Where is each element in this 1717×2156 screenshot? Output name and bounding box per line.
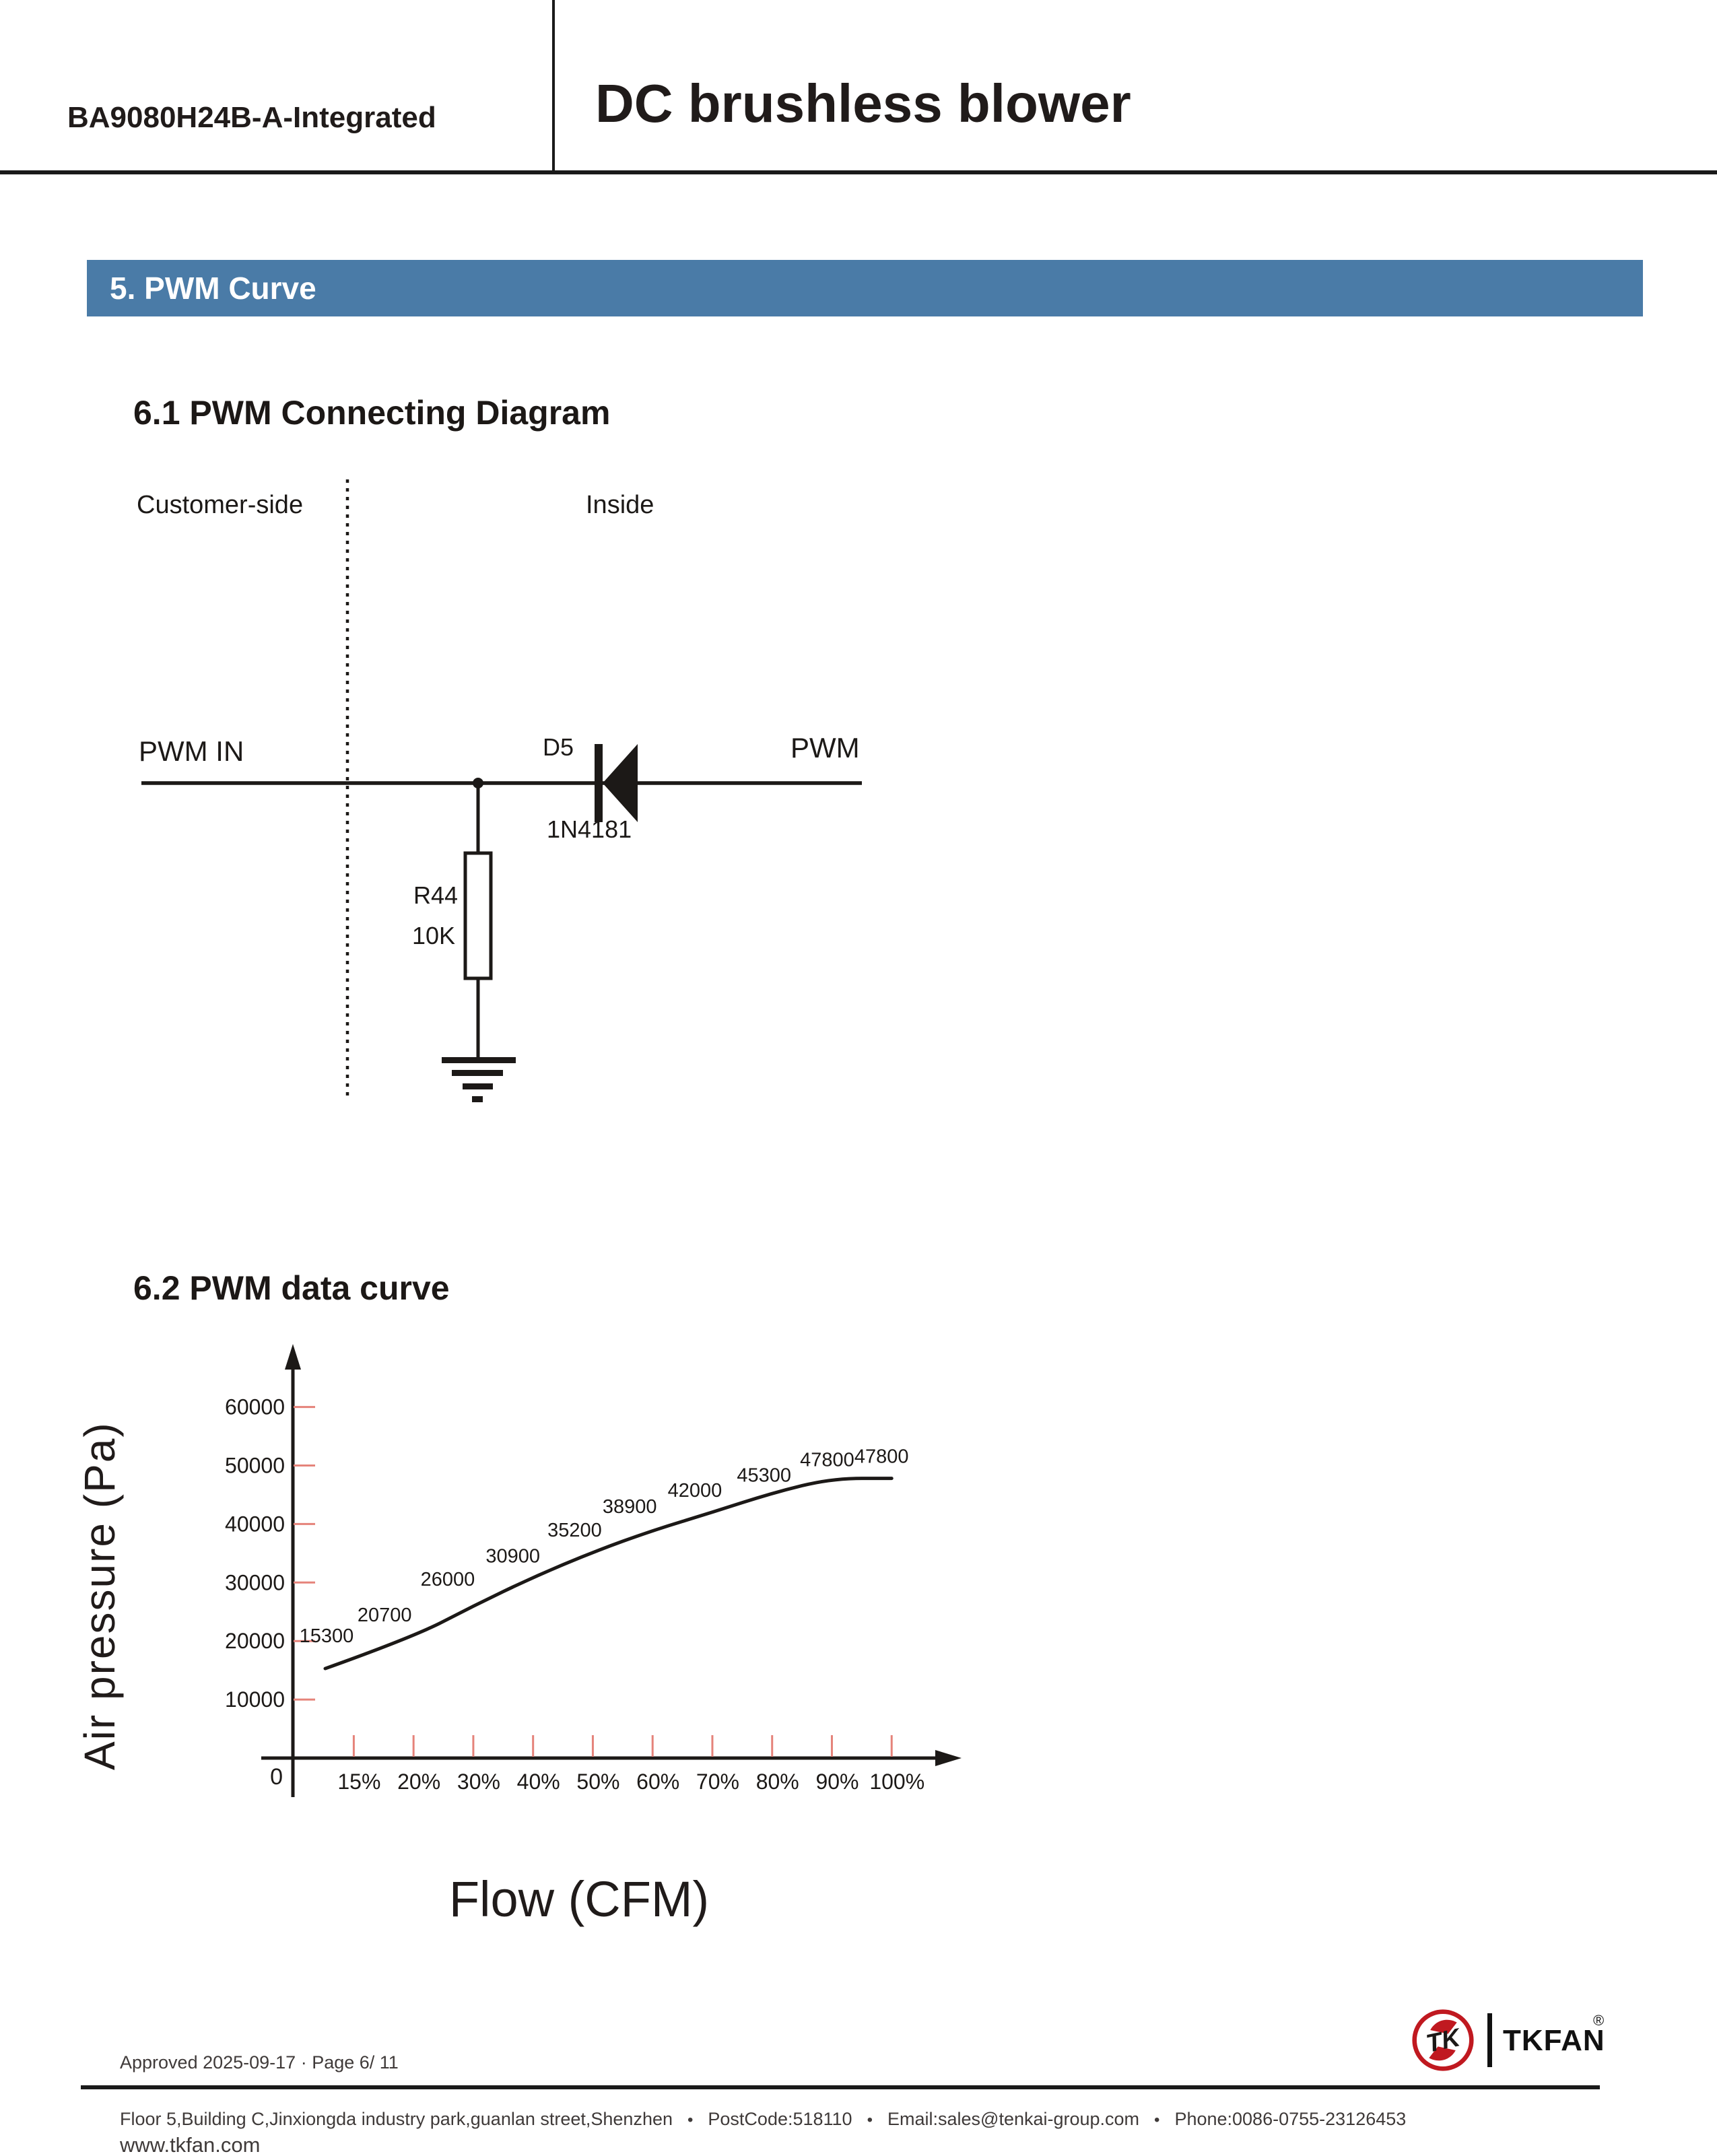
- resistor-value-label: 10K: [412, 922, 455, 949]
- bullet-separator: •: [687, 2111, 694, 2129]
- section-header-bar: 5. PWM Curve: [87, 260, 1643, 316]
- ground-bar-1: [442, 1057, 516, 1063]
- postcode: PostCode:518110: [708, 2109, 852, 2129]
- pwm-data-curve-chart: 10000 20000 30000 40000 50000 60000 0 15% 20% 30%…: [225, 1344, 962, 1797]
- ground-bar-3: [463, 1083, 493, 1089]
- data-point-label: 26000: [421, 1569, 475, 1590]
- bullet-separator: •: [867, 2111, 873, 2129]
- diode-triangle: [603, 744, 638, 822]
- x-tick-label: 40%: [517, 1770, 560, 1794]
- x-tick-label: 100%: [869, 1770, 924, 1794]
- x-tick-label: 80%: [756, 1770, 799, 1794]
- logo-fan-blades: [1429, 2019, 1457, 2061]
- y-tick-label: 40000: [225, 1512, 285, 1536]
- x-tick-label: 60%: [636, 1770, 679, 1794]
- diode-symbol: [595, 744, 638, 822]
- data-point-label: 38900: [603, 1496, 657, 1518]
- data-point-label: 47800: [800, 1450, 854, 1471]
- website-link[interactable]: www.tkfan.com: [120, 2133, 261, 2156]
- footer-rule: [81, 2085, 1600, 2089]
- ground-bar-2: [452, 1070, 503, 1076]
- x-tick-label: 20%: [397, 1770, 440, 1794]
- diode-cathode-bar: [595, 744, 603, 822]
- tkfan-logo-emblem: TK: [1412, 2009, 1474, 2071]
- data-point-label: 20700: [358, 1605, 412, 1626]
- x-tick-label: 30%: [457, 1770, 500, 1794]
- y-tick-label: 20000: [225, 1629, 285, 1653]
- pwm-in-label: PWM IN: [139, 735, 244, 767]
- company-contact-line: Floor 5,Building C,Jinxiongda industry p…: [120, 2109, 1406, 2130]
- registered-trademark-symbol: ®: [1593, 2012, 1605, 2029]
- x-axis-arrow: [935, 1750, 962, 1766]
- resistor-body: [463, 851, 493, 980]
- company-address: Floor 5,Building C,Jinxiongda industry p…: [120, 2109, 673, 2129]
- ground-bar-4: [472, 1096, 483, 1102]
- diode-ref-label: D5: [543, 733, 574, 761]
- inside-label: Inside: [586, 491, 654, 519]
- approved-page-info: Approved 2025-09-17 · Page 6/ 11: [120, 2052, 399, 2073]
- x-tick-label: 90%: [815, 1770, 858, 1794]
- chart-generated-content: 10000 20000 30000 40000 50000 60000 0 15% 20% 30%…: [225, 1395, 924, 1794]
- data-point-label: 47800: [854, 1446, 909, 1468]
- section-title: 5. PWM Curve: [110, 271, 316, 306]
- pwm-connecting-diagram: Customer-side Inside D5 1N4181 R44 10K P…: [137, 479, 862, 1102]
- x-axis-title: Flow (CFM): [448, 1871, 710, 1927]
- origin-label: 0: [270, 1764, 283, 1790]
- y-tick-label: 50000: [225, 1454, 285, 1478]
- resistor-ref-label: R44: [413, 881, 458, 909]
- header-divider: [552, 0, 555, 172]
- x-tick-label: 70%: [696, 1770, 739, 1794]
- diode-part-label: 1N4181: [547, 815, 632, 843]
- logo-ring: [1412, 2009, 1474, 2071]
- brand-name: TKFAN: [1503, 2024, 1605, 2057]
- ground-symbol: [442, 1057, 516, 1102]
- customer-side-label: Customer-side: [137, 491, 303, 519]
- page-title: DC brushless blower: [595, 73, 1131, 133]
- data-point-label: 15300: [300, 1625, 354, 1647]
- y-tick-label: 60000: [225, 1395, 285, 1419]
- x-tick-label: 50%: [576, 1770, 619, 1794]
- data-point-label: 35200: [547, 1520, 602, 1541]
- data-point-label: 45300: [737, 1464, 791, 1486]
- y-tick-label: 30000: [225, 1570, 285, 1594]
- y-axis-arrow: [285, 1344, 301, 1370]
- phone: Phone:0086-0755-23126453: [1174, 2109, 1407, 2129]
- data-point-label: 30900: [485, 1545, 540, 1567]
- y-tick-label: 10000: [225, 1687, 285, 1712]
- email[interactable]: Email:sales@tenkai-group.com: [887, 2109, 1140, 2129]
- subsection-title-data-curve: 6.2 PWM data curve: [133, 1269, 450, 1307]
- pwm-out-label: PWM: [790, 732, 860, 764]
- model-number: BA9080H24B-A-Integrated: [67, 101, 436, 134]
- data-point-label: 42000: [668, 1480, 722, 1502]
- logo-separator-bar: [1487, 2013, 1492, 2067]
- pressure-curve: [323, 1477, 894, 1671]
- header-rule: [0, 170, 1717, 174]
- x-tick-label: 15%: [337, 1770, 380, 1794]
- bullet-separator: •: [1154, 2111, 1160, 2129]
- subsection-title-connecting-diagram: 6.1 PWM Connecting Diagram: [133, 394, 611, 432]
